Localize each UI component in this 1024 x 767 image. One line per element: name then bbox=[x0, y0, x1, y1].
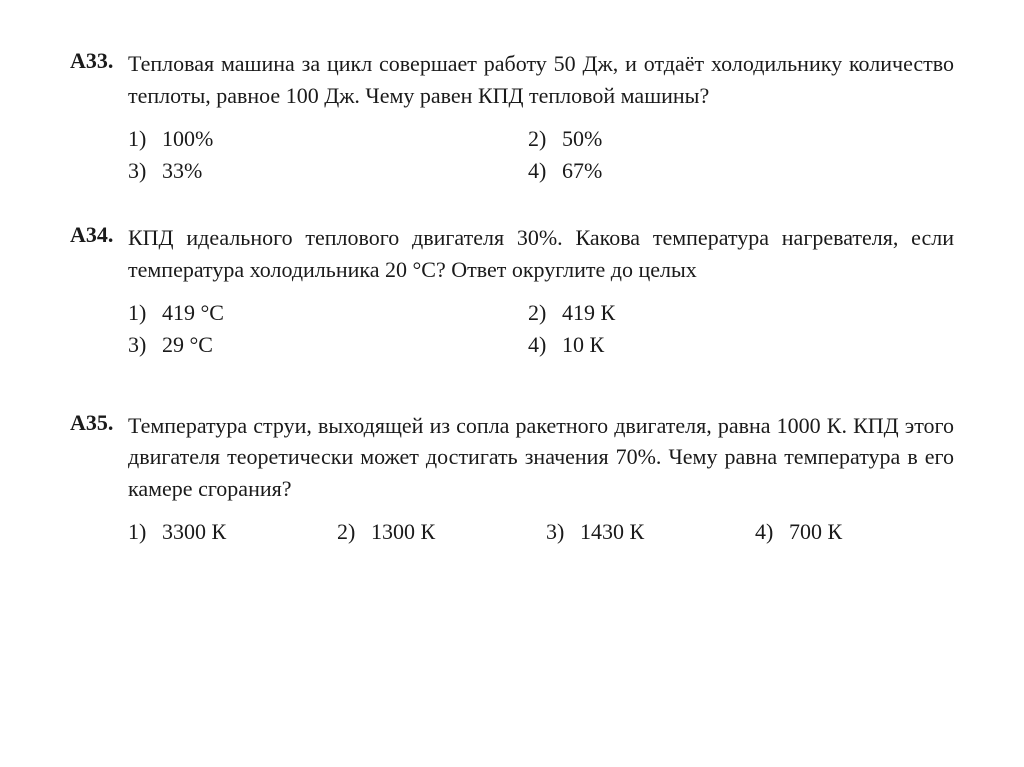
option-text: 1300 К bbox=[371, 519, 435, 545]
option-3: 3) 29 °C bbox=[128, 332, 528, 358]
option-1: 1) 419 °C bbox=[128, 300, 528, 326]
stem-row: А35. Температура струи, выходящей из соп… bbox=[70, 410, 954, 506]
option-text: 29 °C bbox=[162, 332, 213, 358]
problem-stem: Тепловая машина за цикл совершает работу… bbox=[128, 48, 954, 112]
option-text: 33% bbox=[162, 158, 202, 184]
problem-stem: Температура струи, выходящей из сопла ра… bbox=[128, 410, 954, 506]
problem-label: А35. bbox=[70, 410, 128, 436]
options: 1) 100% 2) 50% 3) 33% 4) 67% bbox=[128, 126, 954, 184]
option-text: 10 К bbox=[562, 332, 604, 358]
options: 1) 419 °C 2) 419 К 3) 29 °C 4) 10 К bbox=[128, 300, 954, 358]
option-number: 1) bbox=[128, 300, 162, 326]
stem-row: А34. КПД идеального теплового двигателя … bbox=[70, 222, 954, 286]
option-text: 419 К bbox=[562, 300, 615, 326]
option-text: 419 °C bbox=[162, 300, 224, 326]
problem-stem: КПД идеального теплового двигателя 30%. … bbox=[128, 222, 954, 286]
option-4: 4) 10 К bbox=[528, 332, 954, 358]
problem-label: А33. bbox=[70, 48, 128, 74]
option-number: 3) bbox=[546, 519, 580, 545]
option-3: 3) 33% bbox=[128, 158, 528, 184]
stem-row: А33. Тепловая машина за цикл совершает р… bbox=[70, 48, 954, 112]
option-2: 2) 1300 К bbox=[337, 519, 536, 545]
option-text: 100% bbox=[162, 126, 213, 152]
page: А33. Тепловая машина за цикл совершает р… bbox=[0, 0, 1024, 623]
option-number: 4) bbox=[755, 519, 789, 545]
problem-a35: А35. Температура струи, выходящей из соп… bbox=[70, 410, 954, 546]
option-number: 2) bbox=[337, 519, 371, 545]
option-2: 2) 419 К bbox=[528, 300, 954, 326]
problem-a33: А33. Тепловая машина за цикл совершает р… bbox=[70, 48, 954, 184]
option-number: 1) bbox=[128, 519, 162, 545]
options: 1) 3300 К 2) 1300 К 3) 1430 К 4) 700 К bbox=[128, 519, 954, 545]
option-text: 700 К bbox=[789, 519, 842, 545]
option-number: 3) bbox=[128, 332, 162, 358]
option-text: 50% bbox=[562, 126, 602, 152]
problem-label: А34. bbox=[70, 222, 128, 248]
option-number: 3) bbox=[128, 158, 162, 184]
option-1: 1) 100% bbox=[128, 126, 528, 152]
option-number: 2) bbox=[528, 300, 562, 326]
option-number: 4) bbox=[528, 332, 562, 358]
option-1: 1) 3300 К bbox=[128, 519, 327, 545]
problem-a34: А34. КПД идеального теплового двигателя … bbox=[70, 222, 954, 358]
option-text: 3300 К bbox=[162, 519, 226, 545]
option-3: 3) 1430 К bbox=[546, 519, 745, 545]
option-text: 67% bbox=[562, 158, 602, 184]
option-number: 2) bbox=[528, 126, 562, 152]
option-4: 4) 700 К bbox=[755, 519, 954, 545]
option-number: 4) bbox=[528, 158, 562, 184]
option-4: 4) 67% bbox=[528, 158, 954, 184]
option-number: 1) bbox=[128, 126, 162, 152]
option-2: 2) 50% bbox=[528, 126, 954, 152]
option-text: 1430 К bbox=[580, 519, 644, 545]
